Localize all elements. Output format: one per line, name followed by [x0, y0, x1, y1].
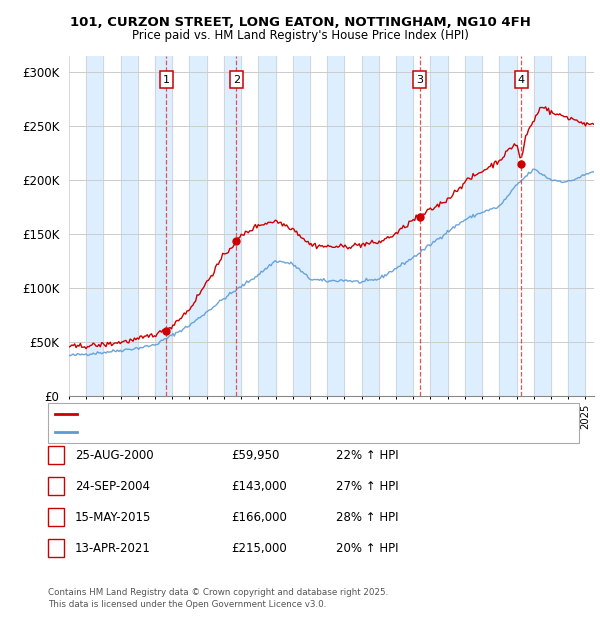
- Text: £143,000: £143,000: [231, 480, 287, 492]
- Text: Contains HM Land Registry data © Crown copyright and database right 2025.
This d: Contains HM Land Registry data © Crown c…: [48, 588, 388, 609]
- Text: 1: 1: [163, 74, 170, 84]
- Text: 4: 4: [52, 542, 59, 554]
- Text: £215,000: £215,000: [231, 542, 287, 554]
- Text: 27% ↑ HPI: 27% ↑ HPI: [336, 480, 398, 492]
- Bar: [293, 56, 310, 396]
- Text: 15-MAY-2015: 15-MAY-2015: [75, 511, 151, 523]
- Text: 2: 2: [52, 480, 59, 492]
- Bar: [155, 56, 172, 396]
- Text: £166,000: £166,000: [231, 511, 287, 523]
- Bar: [465, 56, 482, 396]
- Text: 22% ↑ HPI: 22% ↑ HPI: [336, 449, 398, 461]
- Text: Price paid vs. HM Land Registry's House Price Index (HPI): Price paid vs. HM Land Registry's House …: [131, 29, 469, 42]
- Bar: [190, 56, 207, 396]
- Bar: [430, 56, 448, 396]
- Bar: [121, 56, 138, 396]
- Text: 3: 3: [52, 511, 59, 523]
- Text: £59,950: £59,950: [231, 449, 280, 461]
- Bar: [362, 56, 379, 396]
- Text: 25-AUG-2000: 25-AUG-2000: [75, 449, 154, 461]
- Bar: [327, 56, 344, 396]
- Text: 3: 3: [416, 74, 423, 84]
- Text: 101, CURZON STREET, LONG EATON, NOTTINGHAM, NG10 4FH: 101, CURZON STREET, LONG EATON, NOTTINGH…: [70, 16, 530, 29]
- Text: 4: 4: [518, 74, 525, 84]
- Text: HPI: Average price, semi-detached house, Erewash: HPI: Average price, semi-detached house,…: [79, 427, 328, 438]
- Text: 1: 1: [52, 449, 59, 461]
- Bar: [396, 56, 413, 396]
- Bar: [86, 56, 103, 396]
- Bar: [224, 56, 241, 396]
- Text: 20% ↑ HPI: 20% ↑ HPI: [336, 542, 398, 554]
- Bar: [534, 56, 551, 396]
- Bar: [499, 56, 517, 396]
- Text: 24-SEP-2004: 24-SEP-2004: [75, 480, 150, 492]
- Bar: [259, 56, 275, 396]
- Text: 28% ↑ HPI: 28% ↑ HPI: [336, 511, 398, 523]
- Text: 101, CURZON STREET, LONG EATON, NOTTINGHAM, NG10 4FH (semi-detached house): 101, CURZON STREET, LONG EATON, NOTTINGH…: [79, 409, 501, 419]
- Text: 2: 2: [233, 74, 240, 84]
- Bar: [568, 56, 586, 396]
- Text: 13-APR-2021: 13-APR-2021: [75, 542, 151, 554]
